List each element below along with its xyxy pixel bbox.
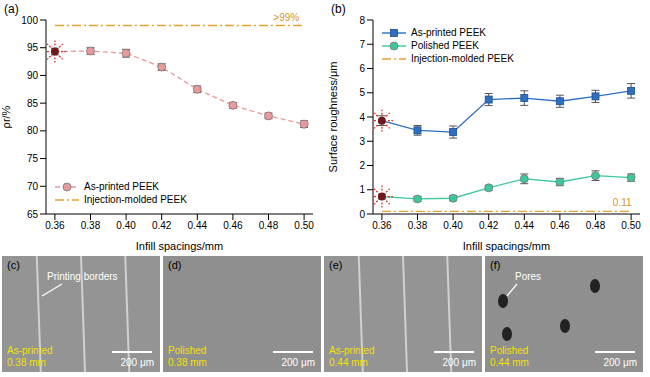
svg-text:0.38: 0.38 (408, 220, 428, 231)
svg-text:Infill spacings/mm: Infill spacings/mm (463, 240, 550, 252)
svg-text:0.50: 0.50 (294, 220, 314, 231)
svg-text:0.38 mm: 0.38 mm (168, 357, 207, 368)
svg-text:Printing borders: Printing borders (47, 271, 118, 282)
svg-text:65: 65 (27, 209, 39, 220)
svg-text:200 μm: 200 μm (281, 357, 315, 368)
html-text:Injection-molded PEEK: Injection-molded PEEK (84, 194, 187, 205)
svg-text:8: 8 (359, 15, 365, 26)
html-text:As-printed PEEK: As-printed PEEK (84, 181, 159, 192)
svg-text:100: 100 (21, 15, 38, 26)
svg-text:0.40: 0.40 (116, 220, 136, 231)
svg-text:0.48: 0.48 (586, 220, 606, 231)
svg-text:70: 70 (27, 181, 39, 192)
svg-text:0.44: 0.44 (188, 220, 208, 231)
svg-text:0.46: 0.46 (550, 220, 570, 231)
svg-text:0.38: 0.38 (81, 220, 101, 231)
svg-text:0.44 mm: 0.44 mm (329, 357, 368, 368)
svg-text:Infill spacings/mm: Infill spacings/mm (136, 240, 223, 252)
html-text:(a): (a) (4, 2, 19, 16)
svg-text:75: 75 (27, 153, 39, 164)
svg-text:As-printed: As-printed (329, 345, 375, 356)
svg-text:200 μm: 200 μm (442, 357, 476, 368)
svg-text:As-printed: As-printed (7, 345, 53, 356)
svg-text:0.42: 0.42 (152, 220, 172, 231)
svg-text:0.11: 0.11 (613, 197, 632, 208)
html-text:(b): (b) (331, 2, 346, 16)
svg-text:0.38 mm: 0.38 mm (7, 357, 46, 368)
svg-text:Surface roughness/μm: Surface roughness/μm (327, 62, 339, 173)
svg-text:0.42: 0.42 (479, 220, 499, 231)
svg-text:2: 2 (359, 160, 365, 171)
svg-text:0: 0 (359, 209, 365, 220)
svg-text:Pores: Pores (515, 271, 541, 282)
svg-text:0.50: 0.50 (621, 220, 641, 231)
svg-text:(e): (e) (329, 259, 342, 271)
svg-text:0.36: 0.36 (45, 220, 65, 231)
svg-text:80: 80 (27, 125, 39, 136)
svg-text:0.46: 0.46 (223, 220, 243, 231)
html-text:Injection-molded PEEK: Injection-molded PEEK (411, 53, 514, 64)
svg-text:1: 1 (359, 184, 365, 195)
html-text:As-printed PEEK: As-printed PEEK (411, 27, 486, 38)
svg-text:0.44: 0.44 (515, 220, 535, 231)
svg-text:Polished: Polished (168, 345, 206, 356)
svg-text:95: 95 (27, 42, 39, 53)
svg-text:0.44 mm: 0.44 mm (490, 357, 529, 368)
svg-text:7: 7 (359, 39, 365, 50)
svg-text:0.36: 0.36 (372, 220, 392, 231)
svg-text:3: 3 (359, 136, 365, 147)
svg-text:(c): (c) (7, 259, 20, 271)
svg-text:0.40: 0.40 (443, 220, 463, 231)
svg-text:Polished: Polished (490, 345, 528, 356)
svg-text:>99%: >99% (273, 12, 299, 23)
svg-text:4: 4 (359, 112, 365, 123)
svg-text:(d): (d) (168, 259, 181, 271)
svg-text:85: 85 (27, 98, 39, 109)
svg-text:200 μm: 200 μm (603, 357, 637, 368)
svg-text:(f): (f) (490, 259, 500, 271)
svg-text:0.48: 0.48 (259, 220, 279, 231)
svg-text:6: 6 (359, 63, 365, 74)
svg-text:90: 90 (27, 70, 39, 81)
svg-text:5: 5 (359, 87, 365, 98)
html-text:Polished PEEK: Polished PEEK (411, 40, 479, 51)
svg-text:ρr/%: ρr/% (0, 105, 12, 128)
svg-text:200 μm: 200 μm (120, 357, 154, 368)
